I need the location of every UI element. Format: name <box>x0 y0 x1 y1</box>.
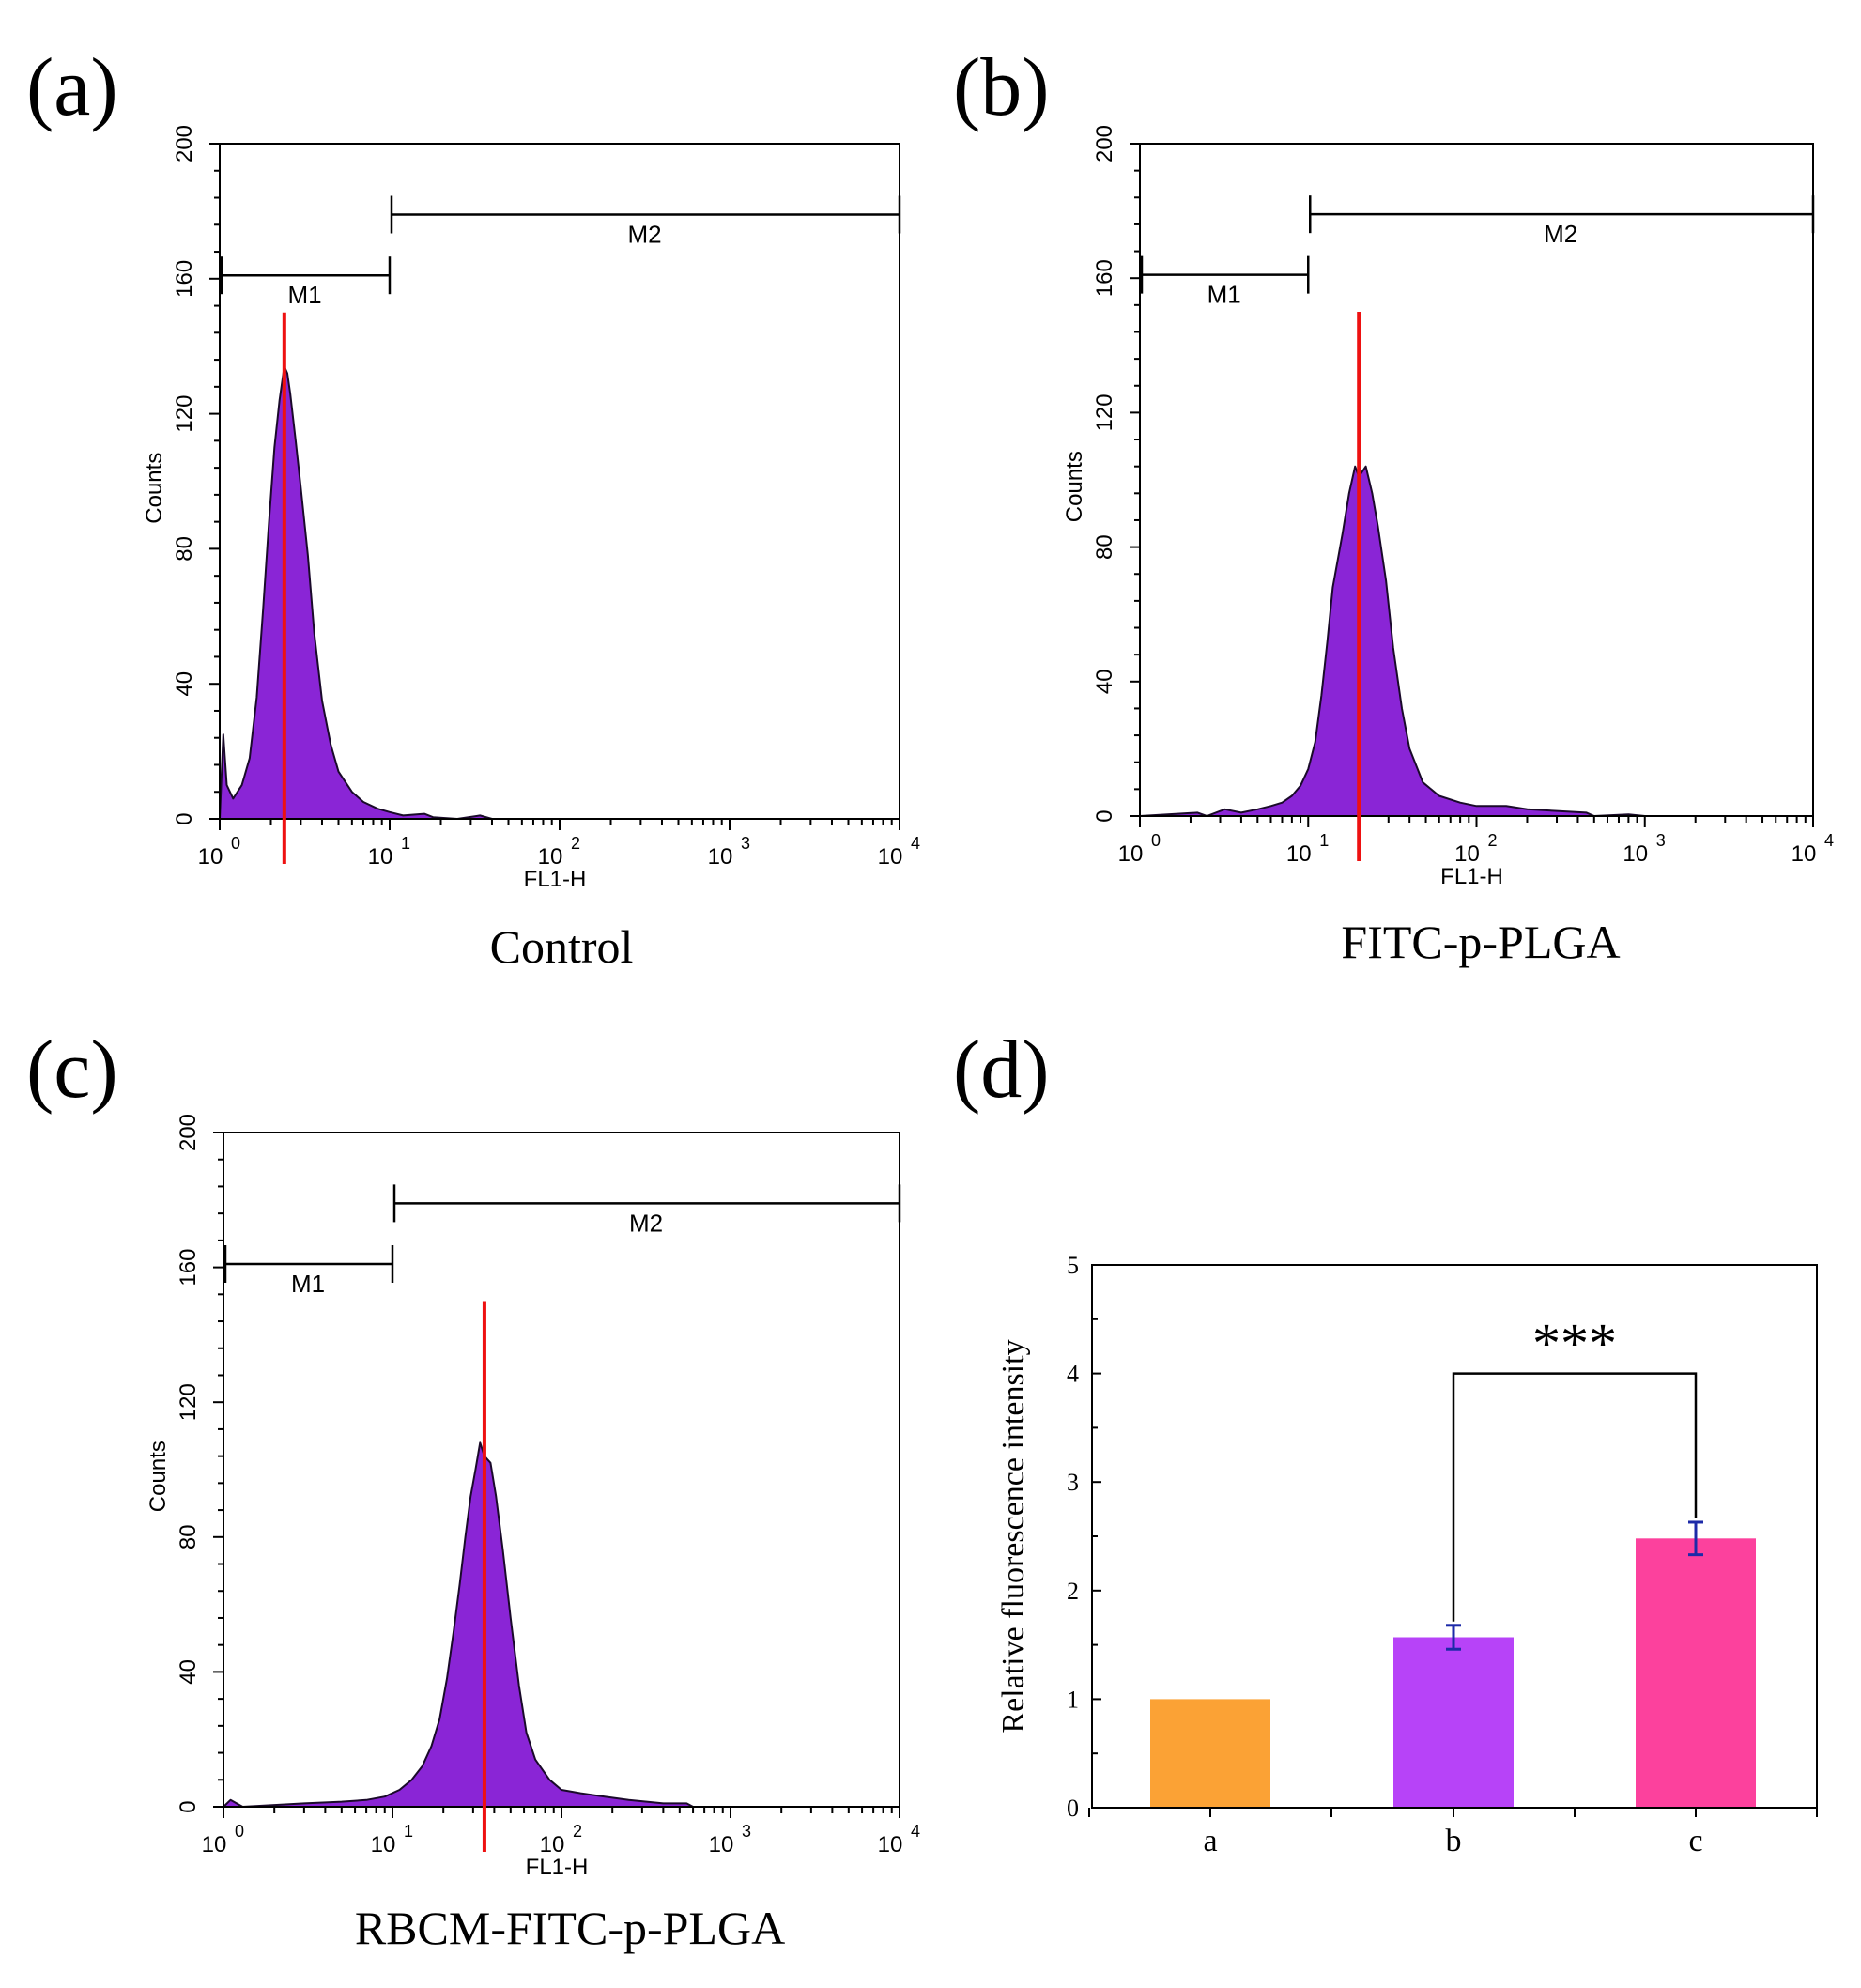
y-tick-label: 40 <box>172 671 197 697</box>
panel-label-b: (b) <box>953 42 1050 133</box>
x-tick-exponent: 0 <box>235 1822 244 1841</box>
y-tick-label: 80 <box>1092 534 1117 560</box>
significance-label: *** <box>1532 1313 1617 1375</box>
bar-c <box>1636 1538 1756 1808</box>
x-tick-label: 10 <box>1286 841 1312 867</box>
y-tick-label: 4 <box>1067 1361 1079 1388</box>
x-axis-label: FL1-H <box>524 867 587 892</box>
marker-gate-label: M1 <box>287 281 321 309</box>
x-tick-exponent: 2 <box>1488 831 1498 850</box>
bar-chart-d: 0 1 2 3 4 5 a b c Relative fluorescence intensity… <box>996 1252 1818 1858</box>
y-tick-label: 2 <box>1067 1578 1079 1605</box>
marker-gate-label: M2 <box>627 220 661 248</box>
x-tick-exponent: 4 <box>1824 831 1834 850</box>
x-tick-exponent: 2 <box>573 1822 582 1841</box>
y-tick-label: 3 <box>1067 1469 1079 1496</box>
x-tick-exponent: 3 <box>741 834 750 853</box>
y-tick-label: 40 <box>1092 669 1117 694</box>
x-tick-label: 10 <box>1454 841 1480 867</box>
x-tick-label: 10 <box>878 844 903 870</box>
x-tick-exponent: 1 <box>401 834 410 853</box>
y-tick-label: 160 <box>1092 259 1117 297</box>
caption-control: Control <box>490 920 634 973</box>
y-axis-label: Counts <box>146 1441 171 1512</box>
y-axis-label: Counts <box>142 453 167 524</box>
y-tick-label: 160 <box>172 260 197 298</box>
x-tick-exponent: 0 <box>231 834 240 853</box>
x-tick-exponent: 4 <box>911 834 920 853</box>
caption-rbcm-fitc-p-plga: RBCM-FITC-p-PLGA <box>355 1902 785 1954</box>
histogram-chart-b: 10010110210310404080120160200FL1-HCounts… <box>1062 125 1834 889</box>
y-tick-label: 0 <box>1067 1795 1079 1822</box>
x-tick-label: c <box>1688 1824 1702 1858</box>
x-tick-exponent: 1 <box>404 1822 413 1841</box>
y-tick-label: 200 <box>176 1114 201 1151</box>
marker-gate-label: M1 <box>1207 281 1241 309</box>
x-tick-label: 10 <box>708 844 733 870</box>
y-tick-label: 0 <box>1092 809 1117 822</box>
histogram-chart-a: 10010110210310404080120160200FL1-HCounts… <box>142 125 920 892</box>
y-tick-label: 1 <box>1067 1686 1079 1713</box>
y-tick-label: 80 <box>176 1524 201 1549</box>
x-tick-label: 10 <box>1118 841 1144 867</box>
x-tick-exponent: 2 <box>571 834 580 853</box>
x-axis-label: FL1-H <box>526 1855 589 1880</box>
x-tick-exponent: 3 <box>742 1822 751 1841</box>
y-tick-label: 0 <box>176 1800 201 1812</box>
x-tick-label: 10 <box>878 1832 903 1857</box>
x-tick-label: 10 <box>709 1832 734 1857</box>
y-tick-label: 5 <box>1067 1252 1079 1279</box>
histogram-area <box>1139 465 1814 817</box>
histogram-area <box>223 1441 900 1808</box>
marker-gate-label: M2 <box>629 1209 663 1237</box>
x-axis-label: FL1-H <box>1440 864 1503 889</box>
x-tick-label: a <box>1203 1824 1217 1858</box>
x-tick-exponent: 0 <box>1151 831 1161 850</box>
y-axis-label: Counts <box>1062 451 1087 522</box>
caption-fitc-p-plga: FITC-p-PLGA <box>1341 916 1620 968</box>
x-tick-label: 10 <box>1623 841 1648 867</box>
x-tick-label: 10 <box>202 1832 227 1857</box>
marker-gate-label: M2 <box>1544 220 1577 248</box>
histogram-chart-c: 10010110210310404080120160200FL1-HCounts… <box>146 1114 920 1880</box>
y-tick-label: 120 <box>1092 393 1117 431</box>
y-tick-label: 120 <box>176 1383 201 1421</box>
y-tick-label: 0 <box>172 812 197 824</box>
y-tick-label: 120 <box>172 395 197 433</box>
x-tick-label: 10 <box>368 844 393 870</box>
x-tick-exponent: 1 <box>1319 831 1329 850</box>
y-tick-label: 80 <box>172 536 197 562</box>
plot-frame <box>223 1132 900 1808</box>
panel-label-d: (d) <box>953 1025 1050 1116</box>
x-tick-label: 10 <box>1792 841 1817 867</box>
y-axis-label: Relative fluorescence intensity <box>996 1339 1031 1733</box>
x-tick-label: 10 <box>371 1832 396 1857</box>
y-tick-label: 200 <box>1092 125 1117 162</box>
x-tick-exponent: 3 <box>1656 831 1666 850</box>
x-tick-label: b <box>1446 1824 1462 1858</box>
y-tick-label: 200 <box>172 125 197 162</box>
bar-a <box>1150 1699 1270 1808</box>
plot-frame <box>1139 143 1814 817</box>
histogram-area <box>219 365 900 820</box>
x-tick-label: 10 <box>540 1832 565 1857</box>
panel-label-a: (a) <box>26 42 118 133</box>
x-tick-label: 10 <box>198 844 223 870</box>
y-tick-label: 40 <box>176 1659 201 1685</box>
significance-bracket <box>1452 1372 1698 1622</box>
marker-gate-label: M1 <box>291 1270 325 1298</box>
x-tick-label: 10 <box>538 844 563 870</box>
y-tick-label: 160 <box>176 1249 201 1287</box>
bar-b <box>1393 1637 1514 1808</box>
panel-label-c: (c) <box>26 1025 118 1116</box>
x-tick-exponent: 4 <box>911 1822 920 1841</box>
